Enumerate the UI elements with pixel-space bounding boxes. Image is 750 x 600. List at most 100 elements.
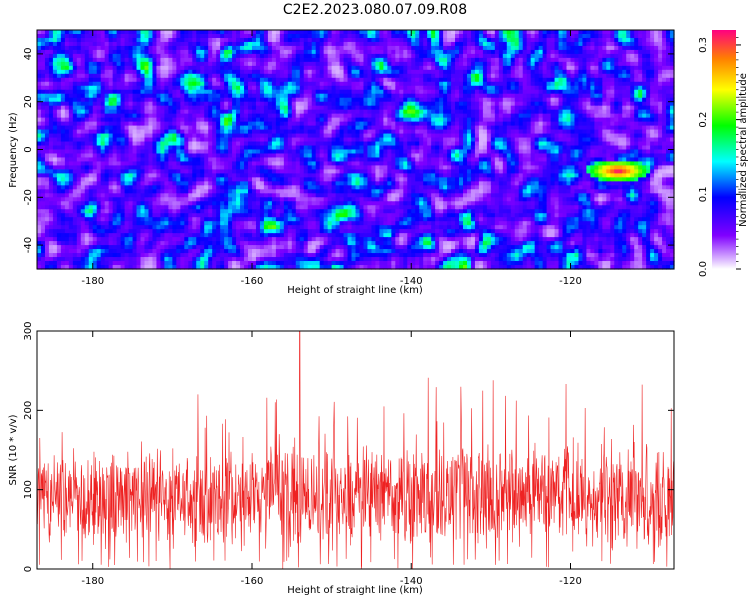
heatmap-cell — [562, 145, 568, 151]
heatmap-cell — [76, 61, 82, 67]
heatmap-cell — [68, 133, 74, 139]
heatmap-cell — [574, 129, 580, 135]
heatmap-cell — [140, 65, 146, 71]
heatmap-cell — [259, 137, 265, 143]
heatmap-cell — [614, 69, 619, 75]
heatmap-cell — [176, 133, 181, 139]
heatmap-cell — [192, 30, 197, 35]
heatmap-cell — [271, 37, 277, 43]
heatmap-cell — [100, 121, 106, 127]
heatmap-cell — [212, 53, 217, 59]
heatmap-cell — [367, 121, 373, 127]
heatmap-cell — [387, 141, 392, 147]
heatmap-cell — [152, 101, 158, 107]
heatmap-cell — [116, 49, 122, 55]
heatmap-cell — [216, 69, 221, 75]
heatmap-cell — [654, 141, 659, 147]
heatmap-cell — [455, 93, 460, 99]
heatmap-cell — [176, 145, 181, 151]
heatmap-cell — [307, 145, 313, 151]
heatmap-cell — [482, 125, 488, 131]
heatmap-cell — [534, 117, 540, 123]
heatmap-cell — [56, 45, 62, 51]
heatmap-cell — [88, 141, 94, 147]
heatmap-cell — [622, 125, 627, 131]
heatmap-cell — [188, 97, 193, 103]
heatmap-cell — [550, 137, 556, 143]
heatmap-cell — [666, 97, 671, 103]
heatmap-cell — [251, 69, 257, 75]
heatmap-cell — [451, 33, 456, 39]
heatmap-cell — [447, 33, 452, 39]
heatmap-cell — [267, 77, 273, 83]
heatmap-cell — [37, 141, 42, 147]
heatmap-cell — [248, 61, 253, 67]
heatmap-cell — [510, 53, 516, 59]
heatmap-cell — [120, 61, 126, 67]
heatmap-cell — [319, 125, 325, 131]
heatmap-cell — [315, 77, 321, 83]
heatmap-cell — [618, 113, 623, 119]
heatmap-cell — [443, 137, 448, 143]
heatmap-cell — [196, 81, 201, 87]
heatmap-cell — [439, 85, 444, 91]
heatmap-cell — [303, 101, 309, 107]
heatmap-cell — [220, 85, 225, 91]
heatmap-cell — [502, 117, 508, 123]
heatmap-cell — [212, 45, 217, 51]
heatmap-cell — [104, 45, 110, 51]
heatmap-cell — [466, 129, 472, 135]
heatmap-cell — [395, 57, 400, 63]
heatmap-cell — [506, 61, 512, 67]
heatmap-cell — [248, 145, 253, 151]
heatmap-cell — [148, 45, 154, 51]
heatmap-cell — [228, 37, 233, 43]
heatmap-cell — [279, 121, 285, 127]
heatmap-cell — [212, 93, 217, 99]
heatmap-cell — [92, 109, 98, 115]
heatmap-cell — [44, 109, 50, 115]
heatmap-cell — [610, 149, 615, 155]
heatmap-cell — [244, 97, 249, 103]
heatmap-cell — [395, 49, 400, 55]
heatmap-cell — [574, 141, 580, 147]
heatmap-cell — [558, 93, 564, 99]
heatmap-cell — [490, 57, 496, 63]
heatmap-cell — [459, 53, 464, 59]
heatmap-cell — [359, 117, 365, 123]
heatmap-cell — [670, 109, 675, 115]
heatmap-cell — [670, 113, 675, 119]
heatmap-cell — [92, 45, 98, 51]
heatmap-cell — [614, 97, 619, 103]
heatmap-cell — [64, 121, 70, 127]
heatmap-cell — [124, 49, 130, 55]
heatmap-cell — [287, 97, 293, 103]
heatmap-cell — [96, 93, 102, 99]
heatmap-cell — [670, 145, 675, 151]
heatmap-cell — [534, 53, 540, 59]
heatmap-cell — [248, 109, 253, 115]
heatmap-cell — [323, 113, 329, 119]
heatmap-cell — [431, 30, 436, 35]
heatmap-cell — [654, 133, 659, 139]
heatmap-cell — [267, 121, 273, 127]
heatmap-cell — [447, 69, 452, 75]
heatmap-cell — [56, 89, 62, 95]
heatmap-cell — [327, 30, 333, 35]
heatmap-cell — [598, 141, 603, 147]
heatmap-cell — [451, 97, 456, 103]
heatmap-cell — [120, 153, 126, 159]
heatmap-cell — [562, 73, 568, 79]
heatmap-cell — [228, 85, 233, 91]
heatmap-cell — [96, 133, 102, 139]
heatmap-cell — [240, 81, 245, 87]
heatmap-cell — [204, 109, 209, 115]
heatmap-cell — [40, 89, 46, 95]
heatmap-cell — [670, 61, 675, 67]
heatmap-cell — [112, 109, 118, 115]
heatmap-cell — [586, 117, 591, 123]
heatmap-cell — [108, 41, 114, 47]
heatmap-cell — [614, 77, 619, 83]
heatmap-cell — [259, 85, 265, 91]
heatmap-cell — [236, 57, 241, 63]
